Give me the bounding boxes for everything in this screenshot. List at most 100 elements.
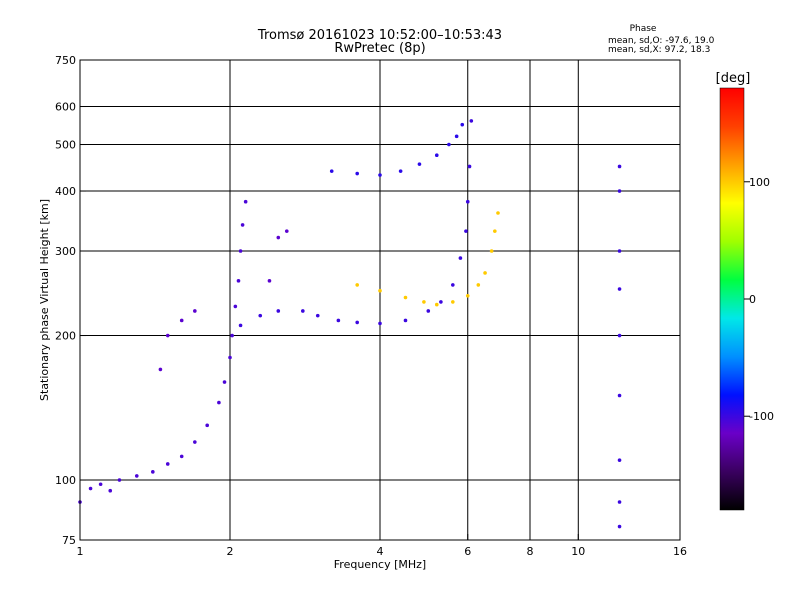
y-tick-label: 75 — [62, 534, 76, 547]
data-point — [355, 283, 359, 287]
legend-line-o: mean, sd,O: -97.6, 19.0 — [608, 36, 715, 46]
data-point — [617, 393, 622, 398]
data-point — [284, 229, 289, 233]
y-tick-label: 600 — [55, 101, 76, 114]
data-point — [378, 288, 382, 293]
data-point — [451, 300, 455, 304]
y-tick-label: 200 — [55, 330, 76, 343]
data-point — [451, 283, 455, 287]
data-point — [617, 189, 622, 193]
x-tick-label: 16 — [673, 545, 687, 558]
data-point — [617, 333, 622, 338]
data-point — [465, 293, 470, 298]
data-point — [217, 400, 221, 405]
data-point — [236, 279, 241, 283]
data-point — [489, 249, 494, 253]
data-point — [276, 309, 281, 313]
data-point — [205, 423, 209, 428]
data-point — [422, 300, 426, 304]
data-point — [617, 287, 622, 291]
y-axis: 75 100 200 300 400 500 600 750 — [55, 54, 86, 547]
colorbar-tick-label: -100 — [749, 410, 774, 423]
data-point — [179, 318, 184, 323]
x-axis-label: Frequency [MHz] — [334, 558, 426, 571]
data-point — [240, 223, 245, 227]
data-point — [158, 367, 163, 372]
x-tick-label: 10 — [571, 545, 585, 558]
data-points — [78, 119, 622, 529]
data-point — [165, 462, 170, 466]
data-point — [165, 333, 170, 338]
data-point — [458, 256, 463, 260]
data-point — [469, 119, 474, 123]
data-point — [465, 199, 470, 204]
data-point — [238, 249, 243, 253]
data-point — [617, 500, 622, 504]
colorbar-label: [deg] — [716, 71, 751, 86]
y-tick-label: 100 — [55, 474, 76, 487]
x-axis: 1 2 4 6 8 10 16 — [77, 534, 687, 558]
data-point — [403, 318, 408, 323]
data-point — [454, 134, 459, 139]
data-point — [617, 524, 622, 529]
data-point — [493, 229, 497, 233]
data-point — [464, 229, 468, 233]
data-point — [238, 323, 243, 328]
data-point — [151, 470, 155, 474]
data-point — [378, 173, 382, 177]
x-tick-label: 4 — [377, 545, 384, 558]
colorbar-tick-label: 0 — [749, 293, 756, 306]
data-point — [460, 122, 465, 127]
data-point — [117, 478, 122, 482]
x-tick-label: 6 — [464, 545, 471, 558]
colorbar — [719, 87, 745, 511]
colorbar-ticks: 100 0 -100 — [744, 176, 774, 423]
y-tick-label: 500 — [55, 139, 76, 152]
data-point — [276, 235, 281, 240]
data-point — [467, 164, 472, 169]
plot-grid — [80, 60, 680, 540]
data-point — [403, 295, 408, 300]
data-point — [267, 279, 272, 283]
data-point — [417, 162, 422, 166]
data-point — [134, 474, 139, 478]
data-point — [179, 454, 184, 459]
data-point — [447, 142, 451, 147]
data-point — [301, 309, 305, 313]
colorbar-tick-label: 100 — [749, 176, 770, 189]
data-point — [108, 488, 113, 493]
data-point — [476, 283, 481, 287]
data-point — [98, 482, 103, 487]
legend-title: Phase — [630, 24, 657, 34]
data-point — [228, 355, 232, 360]
data-point — [222, 380, 227, 384]
data-point — [617, 458, 622, 462]
x-tick-label: 8 — [527, 545, 534, 558]
y-tick-label: 300 — [55, 245, 76, 258]
data-point — [329, 169, 334, 173]
data-point — [243, 199, 248, 204]
data-point — [434, 302, 439, 307]
data-point — [439, 300, 443, 304]
data-point — [483, 271, 487, 275]
legend-line-x: mean, sd,X: 97.2, 18.3 — [608, 45, 710, 55]
data-point — [398, 169, 403, 173]
data-point — [426, 309, 431, 313]
data-point — [617, 249, 622, 253]
x-tick-label: 1 — [77, 545, 84, 558]
data-point — [193, 440, 197, 444]
data-point — [355, 320, 359, 325]
data-point — [496, 211, 500, 215]
data-point — [230, 333, 234, 338]
chart-subtitle: RwPretec (8p) — [334, 41, 425, 56]
data-point — [378, 321, 382, 326]
x-tick-label: 2 — [227, 545, 234, 558]
chart-title: Tromsø 20161023 10:52:00–10:53:43 — [257, 28, 502, 43]
data-point — [617, 164, 622, 169]
data-point — [193, 309, 197, 313]
data-point — [355, 171, 359, 176]
y-tick-label: 400 — [55, 185, 76, 198]
y-tick-label: 750 — [55, 54, 76, 67]
data-point — [336, 318, 341, 323]
